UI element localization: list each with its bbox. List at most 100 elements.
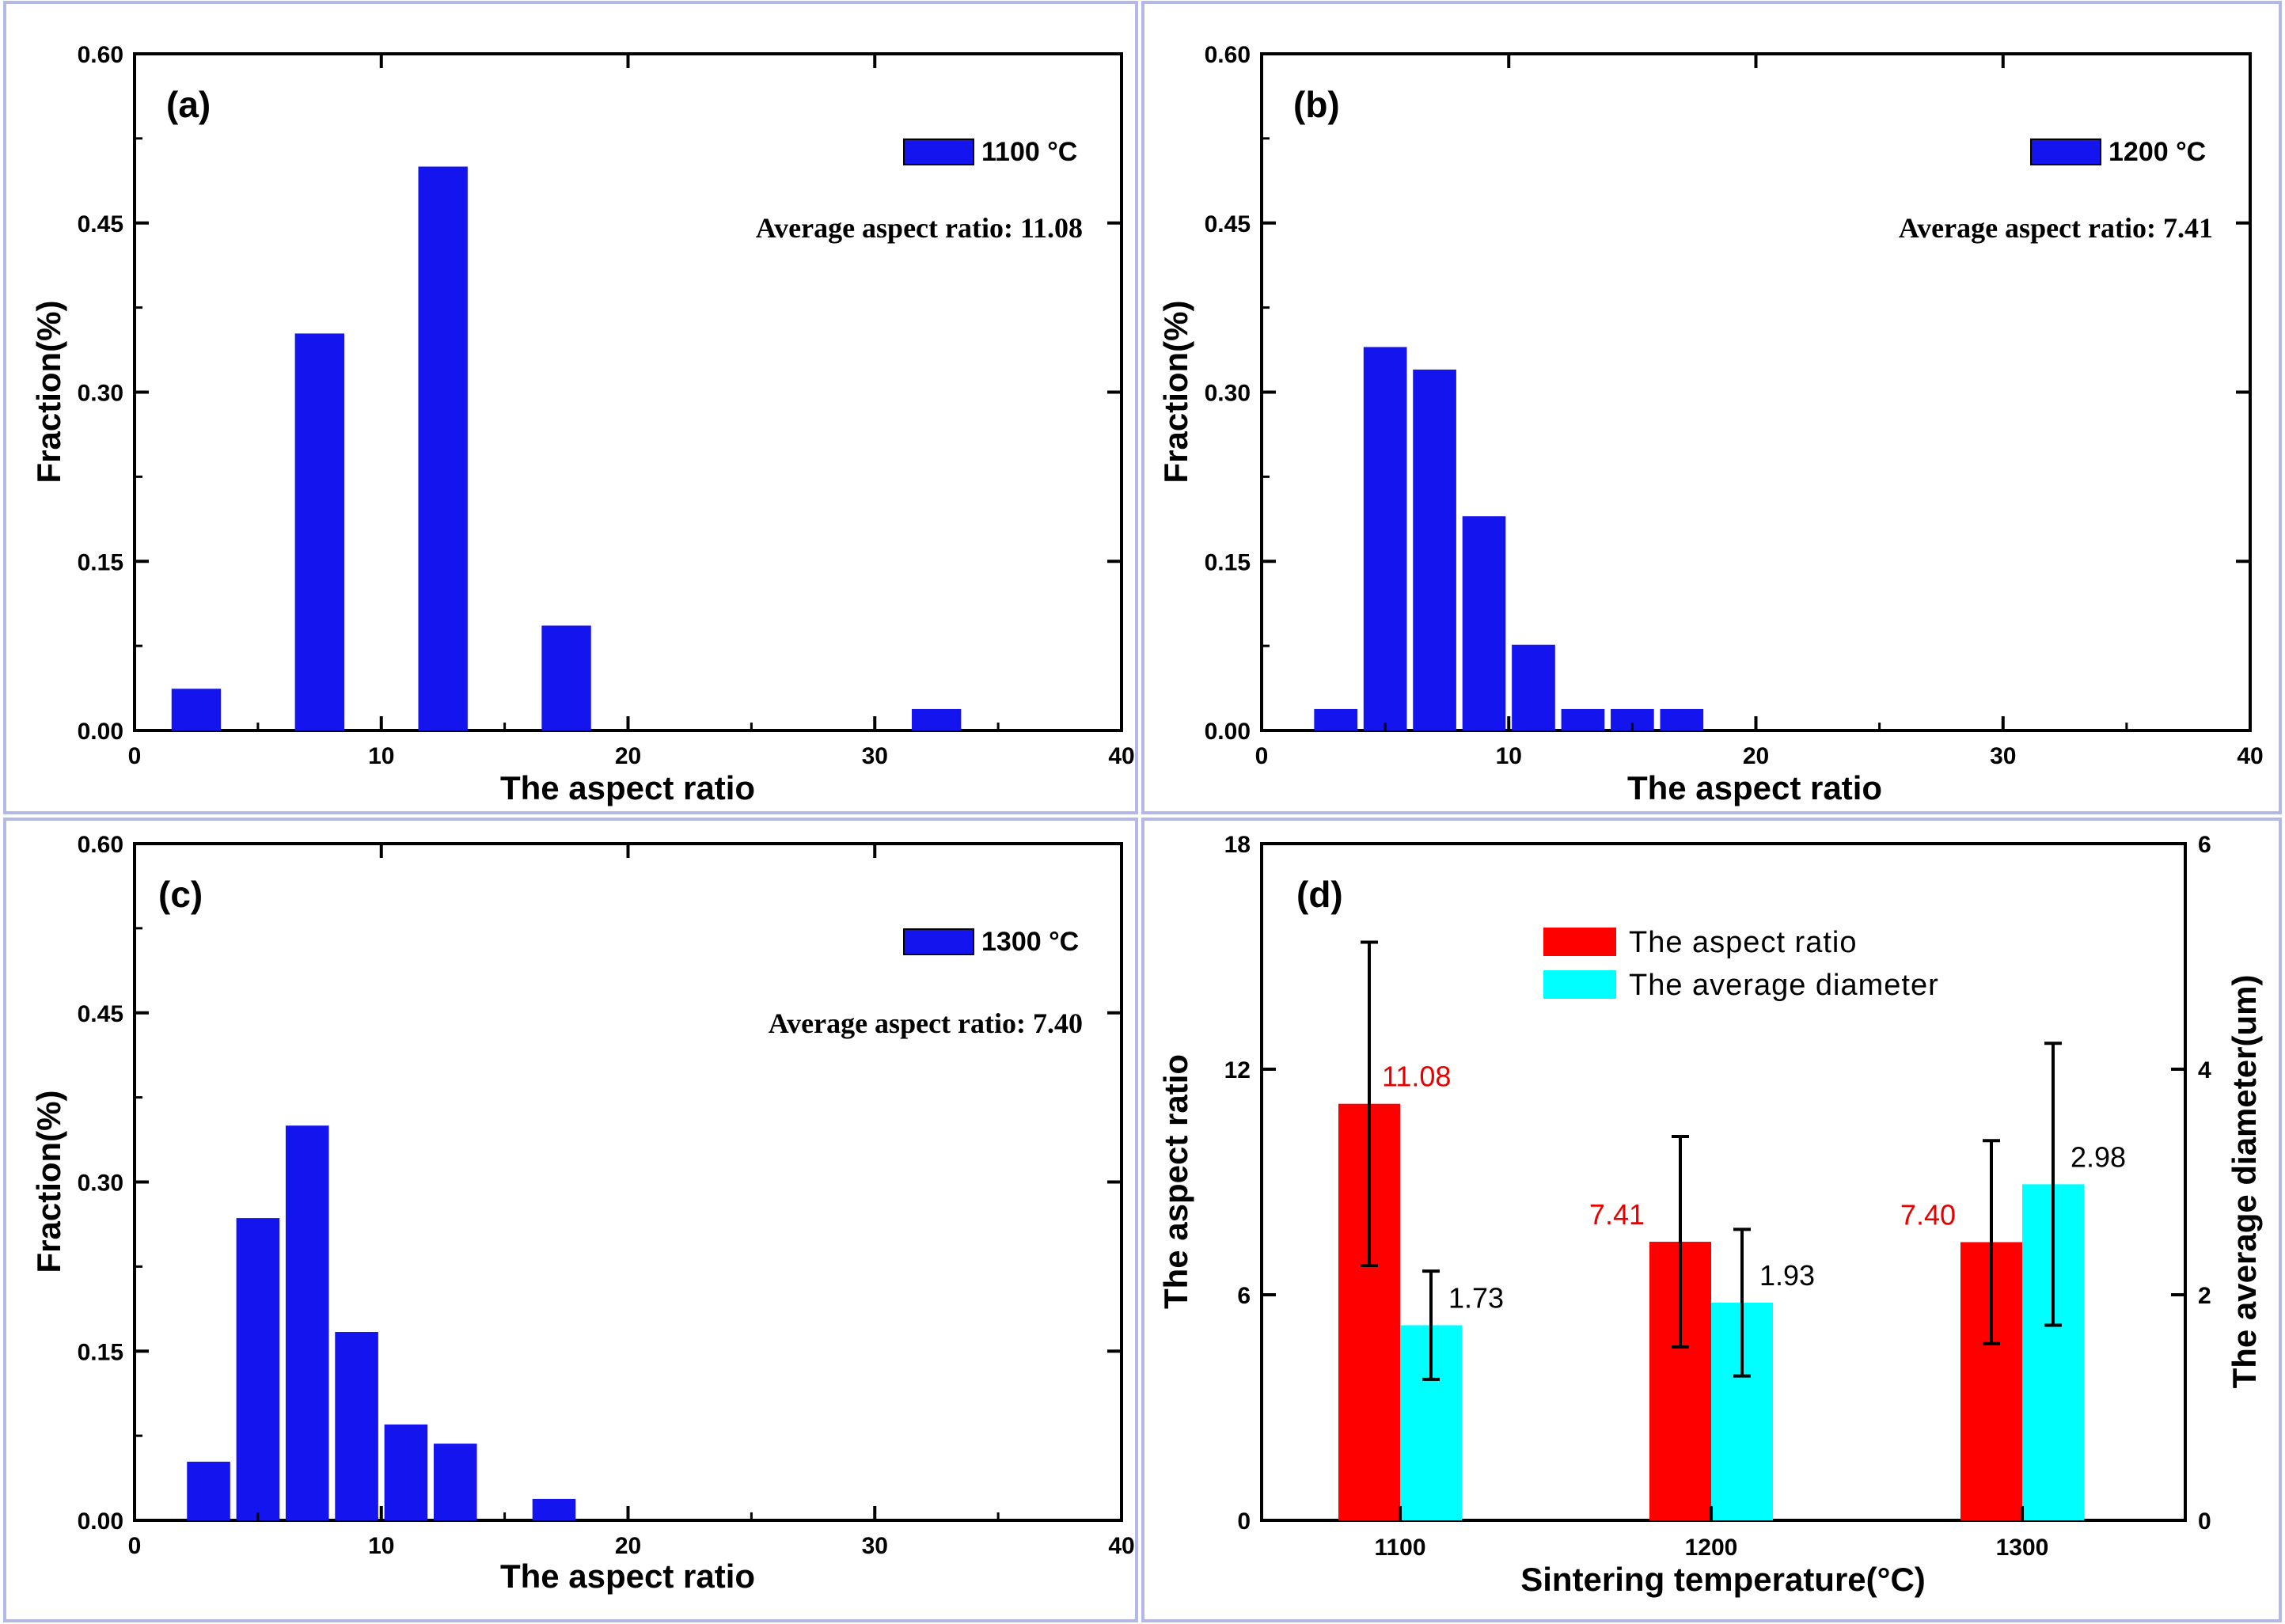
- x-tick-label: 10: [1496, 743, 1522, 769]
- histogram-bar: [294, 333, 344, 730]
- panel-label: (d): [1296, 874, 1343, 915]
- legend-swatch-diameter: [1543, 970, 1616, 999]
- y-tick-label: 0.45: [78, 211, 123, 237]
- diameter-value-label: 1.73: [1448, 1281, 1504, 1314]
- y-tick-label: 0.60: [1205, 42, 1251, 68]
- y-tick-label: 12: [1224, 1057, 1251, 1083]
- histogram-bar: [187, 1461, 230, 1520]
- y-tick-label: 0.60: [78, 42, 123, 68]
- x-axis-label: Sintering temperature(°C): [1520, 1561, 1926, 1598]
- x-tick-label: 30: [862, 743, 888, 769]
- y-axis-label: Fraction(%): [30, 301, 67, 484]
- y-axis-label: Fraction(%): [30, 1091, 67, 1273]
- legend-swatch-aspect: [1543, 928, 1616, 956]
- legend-label: 1300 °C: [981, 927, 1079, 957]
- histogram-1200: 0.00 0.15 0.30 0.45 0.60 0 10 20 30 40 (b) 1200 …: [1157, 42, 2264, 806]
- legend-label: 1100 °C: [981, 137, 1077, 167]
- histogram-bar: [532, 1498, 576, 1520]
- diameter-value-label: 2.98: [2071, 1140, 2126, 1173]
- y-ticks: 0.00 0.15 0.30 0.45 0.60: [1205, 42, 2250, 745]
- x-tick-label: 30: [862, 1533, 888, 1559]
- histogram-bar: [171, 689, 222, 730]
- plot-area: [1260, 52, 2252, 732]
- histogram-bar: [541, 625, 591, 730]
- x-tick-label: 40: [2237, 743, 2263, 769]
- aspect-ratio-value-label: 7.41: [1589, 1198, 1645, 1231]
- y-ticks-left: 0 6 12 18: [1224, 832, 1276, 1535]
- panel-d-frame: [1141, 818, 2282, 1622]
- legend-label-aspect: The aspect ratio: [1629, 926, 1857, 959]
- y-ticks: 0.00 0.15 0.30 0.45 0.60: [78, 832, 1122, 1535]
- x-axis-label: The aspect ratio: [500, 769, 755, 806]
- histogram-bar: [1660, 708, 1704, 730]
- legend-swatch: [903, 928, 974, 955]
- x-tick-label: 40: [1108, 1533, 1134, 1559]
- histogram-1100: 0.00 0.15 0.30 0.45 0.60 0 10 20 30 40 (a) 1100 …: [30, 42, 1135, 806]
- y-tick-label: 0.45: [78, 1001, 123, 1027]
- aspect-ratio-value-label: 11.08: [1382, 1061, 1451, 1093]
- x-tick-label: 1100: [1374, 1535, 1425, 1561]
- x-tick-label: 40: [1108, 743, 1134, 769]
- y-tick-label: 0.60: [78, 832, 123, 858]
- x-ticks: 0 10 20 30 40: [128, 844, 1135, 1559]
- y-tick-label: 0.30: [78, 381, 123, 407]
- histogram-bar: [1462, 516, 1506, 730]
- annotation: Average aspect ratio: 7.41: [1899, 212, 2213, 244]
- x-ticks: 1100 1200 1300: [1374, 1506, 2048, 1561]
- bars: 11.08 7.41 7.40 1.73 1.93 2.98: [1338, 940, 2126, 1520]
- y-tick-label-right: 2: [2198, 1283, 2211, 1309]
- y-tick-label: 0.15: [1205, 549, 1251, 575]
- panel-label: (b): [1293, 84, 1340, 125]
- x-tick-label: 10: [368, 1533, 394, 1559]
- x-tick-label: 1200: [1685, 1535, 1738, 1561]
- y-tick-label: 0.15: [78, 549, 123, 575]
- legend-swatch: [2030, 138, 2101, 165]
- y-tick-label-right: 4: [2198, 1057, 2211, 1083]
- panel-c-frame: [3, 818, 1138, 1622]
- y-axis-label-right: The average diameter(um): [2226, 975, 2263, 1389]
- histogram-bar: [285, 1125, 329, 1520]
- y-tick-label: 0: [1237, 1508, 1251, 1535]
- x-tick-label: 0: [1255, 743, 1269, 769]
- histogram-1300: 0.00 0.15 0.30 0.45 0.60 0 10 20 30 40 (c) 1300 …: [30, 832, 1135, 1595]
- panel-label: (c): [158, 874, 203, 915]
- histogram-bar: [912, 708, 962, 730]
- annotation: Average aspect ratio: 11.08: [756, 212, 1083, 244]
- panel-b-frame: [1141, 1, 2282, 814]
- x-ticks: 0 10 20 30 40: [128, 54, 1135, 769]
- y-ticks: 0.00 0.15 0.30 0.45 0.60: [78, 42, 1122, 745]
- bars: [187, 1125, 576, 1520]
- x-tick-label: 0: [128, 743, 142, 769]
- x-axis-label: The aspect ratio: [1627, 769, 1882, 806]
- bars: [1314, 347, 1704, 730]
- x-tick-label: 1300: [1996, 1535, 2049, 1561]
- histogram-bar: [418, 166, 468, 730]
- y-axis-label: The aspect ratio: [1157, 1054, 1194, 1309]
- histogram-bar: [236, 1218, 280, 1520]
- histogram-bar: [1561, 708, 1605, 730]
- histogram-bar: [1363, 347, 1407, 730]
- panel-a-frame: [3, 1, 1138, 814]
- y-tick-label: 0.30: [78, 1171, 123, 1197]
- y-ticks-right: 0 2 4 6: [2171, 832, 2211, 1535]
- y-tick-label-right: 6: [2198, 832, 2211, 858]
- y-tick-label: 0.00: [78, 1508, 123, 1535]
- y-tick-label: 0.45: [1205, 211, 1251, 237]
- y-tick-label: 0.15: [78, 1339, 123, 1365]
- y-tick-label: 0.00: [78, 719, 123, 745]
- x-tick-label: 10: [368, 743, 394, 769]
- x-tick-label: 20: [615, 1533, 641, 1559]
- legend-label: 1200 °C: [2109, 137, 2206, 167]
- panel-label: (a): [166, 84, 211, 125]
- histogram-bar: [1512, 644, 1555, 730]
- histogram-bar: [1413, 370, 1456, 730]
- diameter-value-label: 1.93: [1759, 1259, 1815, 1292]
- x-axis-label: The aspect ratio: [500, 1558, 755, 1595]
- histogram-bar: [335, 1332, 378, 1520]
- y-tick-label: 6: [1237, 1283, 1251, 1309]
- bars: [171, 166, 962, 730]
- histogram-bar: [433, 1444, 477, 1520]
- y-axis-label: Fraction(%): [1157, 301, 1194, 484]
- x-tick-label: 0: [128, 1533, 142, 1559]
